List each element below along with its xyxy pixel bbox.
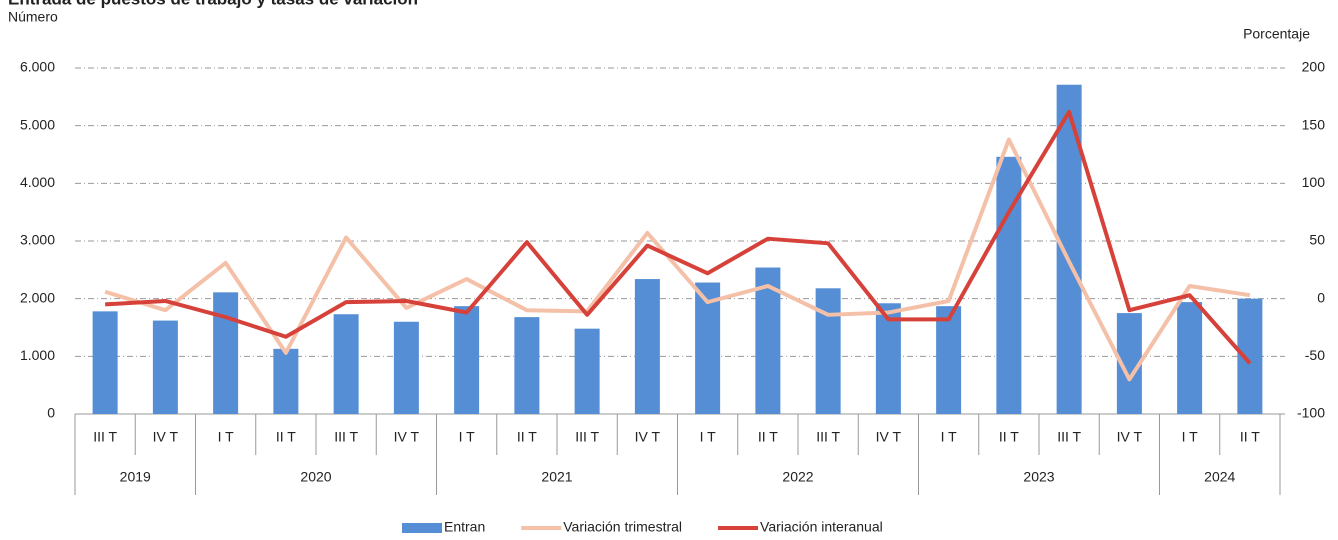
x-tick-label: II T xyxy=(1240,429,1260,445)
x-tick-label: II T xyxy=(999,429,1019,445)
line xyxy=(104,137,1251,382)
bar xyxy=(514,317,540,414)
y2-tick-label: 150 xyxy=(1302,116,1326,132)
y-axis-label: Número xyxy=(8,9,58,25)
group-label: 2024 xyxy=(1204,469,1235,485)
legend-label: Variación trimestral xyxy=(563,519,682,535)
group-label: 2021 xyxy=(541,469,572,485)
bar xyxy=(1177,302,1203,414)
bar xyxy=(213,292,239,414)
x-tick-label: IV T xyxy=(635,429,661,445)
y-tick-label: 4.000 xyxy=(20,174,55,190)
bar xyxy=(273,348,299,414)
y2-tick-label: 100 xyxy=(1302,174,1326,190)
bar xyxy=(875,303,901,414)
x-tick-label: III T xyxy=(816,429,840,445)
x-tick-label: I T xyxy=(941,429,958,445)
y-tick-label: 1.000 xyxy=(20,347,55,363)
y2-axis-label: Porcentaje xyxy=(1243,26,1310,42)
y-tick-label: 5.000 xyxy=(20,116,55,132)
x-tick-label: II T xyxy=(758,429,778,445)
x-tick-label: IV T xyxy=(394,429,420,445)
group-label: 2022 xyxy=(782,469,813,485)
group-label: 2020 xyxy=(300,469,331,485)
bar xyxy=(393,321,419,414)
x-tick-label: I T xyxy=(700,429,717,445)
x-tick-label: II T xyxy=(517,429,537,445)
bar xyxy=(815,288,841,414)
x-tick-label: IV T xyxy=(876,429,902,445)
legend-label: Entran xyxy=(444,519,485,535)
bar xyxy=(574,328,600,414)
y-tick-label: 6.000 xyxy=(20,59,55,75)
x-tick-label: III T xyxy=(1057,429,1081,445)
y2-tick-label: 50 xyxy=(1309,232,1325,248)
y-tick-label: 0 xyxy=(47,405,55,421)
group-label: 2023 xyxy=(1023,469,1054,485)
x-tick-label: I T xyxy=(218,429,235,445)
bar xyxy=(333,314,359,414)
bar xyxy=(92,311,118,414)
y2-tick-label: -50 xyxy=(1305,347,1325,363)
group-label: 2019 xyxy=(120,469,151,485)
x-tick-label: IV T xyxy=(1117,429,1143,445)
y-tick-label: 2.000 xyxy=(20,289,55,305)
legend-label: Variación interanual xyxy=(760,519,883,535)
x-tick-label: III T xyxy=(334,429,358,445)
x-tick-label: I T xyxy=(1182,429,1199,445)
chart-title: Entrada de puestos de trabajo y tasas de… xyxy=(8,0,418,8)
y2-tick-label: 0 xyxy=(1317,289,1325,305)
y2-tick-label: 200 xyxy=(1302,59,1326,75)
bar xyxy=(936,306,962,414)
bar xyxy=(634,279,660,414)
bar xyxy=(695,282,721,414)
x-tick-label: III T xyxy=(93,429,117,445)
legend-swatch xyxy=(402,523,442,533)
y-tick-label: 3.000 xyxy=(20,232,55,248)
bar xyxy=(454,306,480,414)
x-tick-label: IV T xyxy=(153,429,179,445)
x-tick-label: II T xyxy=(276,429,296,445)
y2-tick-label: -100 xyxy=(1297,405,1325,421)
bar xyxy=(152,320,178,414)
x-tick-label: I T xyxy=(459,429,476,445)
x-tick-label: III T xyxy=(575,429,599,445)
line xyxy=(105,109,1252,365)
